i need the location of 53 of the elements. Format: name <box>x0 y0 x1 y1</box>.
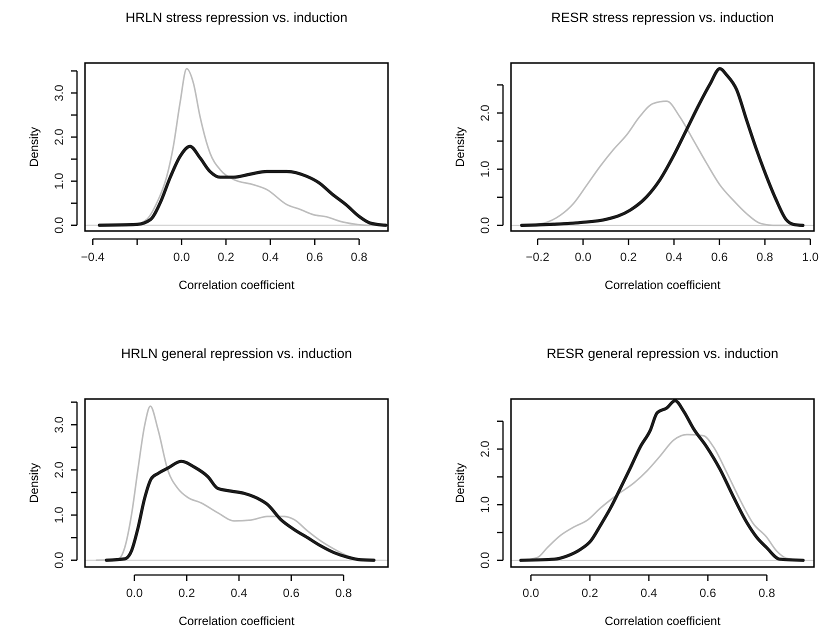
y-tick-label: 3.0 <box>52 416 66 434</box>
x-tick-label: −0.4 <box>80 250 105 264</box>
x-tick-label: −0.2 <box>526 250 550 264</box>
line-series <box>520 67 804 227</box>
chart-title: HRLN stress repression vs. induction <box>125 10 348 25</box>
y-tick-label: 1.0 <box>52 172 66 190</box>
y-axis-title: Density <box>453 462 467 504</box>
y-tick-label: 0.0 <box>52 216 66 234</box>
y-axis-title: Density <box>27 126 41 168</box>
x-tick-label: 0.2 <box>178 586 196 600</box>
y-axis-title: Density <box>453 126 467 168</box>
x-axis-title: Correlation coefficient <box>604 614 722 628</box>
x-tick-label: 0.8 <box>350 250 368 264</box>
x-tick-label: 0.0 <box>126 586 144 600</box>
y-tick-label: 1.0 <box>52 506 66 524</box>
x-axis-title: Correlation coefficient <box>178 614 296 628</box>
y-tick-label: 2.0 <box>52 461 66 478</box>
y-tick-label: 0.0 <box>478 216 492 234</box>
x-tick-label: 0.6 <box>699 586 717 600</box>
y-tick-label: 3.0 <box>52 84 66 102</box>
chart-title: HRLN general repression vs. induction <box>120 346 352 361</box>
y-tick-label: 2.0 <box>478 104 492 122</box>
y-tick-label: 2.0 <box>478 440 492 458</box>
x-tick-label: 0.8 <box>758 586 776 600</box>
line-series <box>98 144 388 227</box>
line-series <box>519 399 805 562</box>
y-tick-label: 2.0 <box>52 128 66 146</box>
y-tick-label: 0.0 <box>52 552 66 569</box>
x-tick-label: 0.0 <box>574 250 592 264</box>
x-axis-title: Correlation coefficient <box>178 278 296 292</box>
x-tick-label: 0.2 <box>620 250 638 264</box>
x-tick-label: 0.6 <box>711 250 728 264</box>
x-tick-label: 0.8 <box>756 250 774 264</box>
x-tick-label: 0.2 <box>582 586 599 600</box>
line-series <box>104 460 376 562</box>
x-tick-label: 1.0 <box>802 250 820 264</box>
x-tick-label: 0.0 <box>522 586 540 600</box>
y-axis-title: Density <box>27 462 41 504</box>
chart-title: RESR general repression vs. induction <box>546 346 778 361</box>
x-tick-label: 0.4 <box>666 250 683 264</box>
x-tick-label: 0.0 <box>173 250 190 264</box>
x-tick-label: 0.4 <box>230 586 248 600</box>
y-tick-label: 1.0 <box>478 496 492 514</box>
y-tick-label: 1.0 <box>478 160 492 178</box>
x-tick-label: 0.6 <box>306 250 324 264</box>
chart-title: RESR stress repression vs. induction <box>551 10 774 25</box>
y-tick-label: 0.0 <box>478 552 492 569</box>
x-tick-label: 0.6 <box>282 586 300 600</box>
x-axis-title: Correlation coefficient <box>604 278 722 292</box>
x-tick-label: 0.4 <box>640 586 658 600</box>
x-tick-label: 0.4 <box>262 250 280 264</box>
x-tick-label: 0.2 <box>218 250 235 264</box>
x-tick-label: 0.8 <box>335 586 352 600</box>
